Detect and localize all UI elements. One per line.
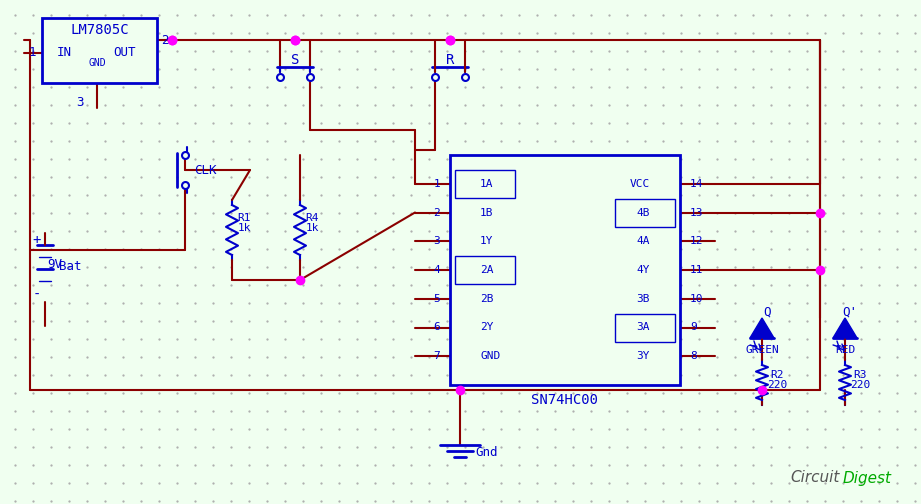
Text: Bat: Bat <box>59 261 81 274</box>
Text: GREEN: GREEN <box>745 345 779 355</box>
Text: 4B: 4B <box>636 208 650 218</box>
Text: 2: 2 <box>433 208 440 218</box>
Text: 14: 14 <box>690 179 704 189</box>
Text: 8: 8 <box>690 351 697 361</box>
Text: R4: R4 <box>305 213 319 223</box>
Text: Digest: Digest <box>843 471 892 485</box>
Bar <box>615 313 675 342</box>
Text: 12: 12 <box>690 236 704 246</box>
Text: 3: 3 <box>76 96 84 109</box>
Text: 3: 3 <box>433 236 440 246</box>
Text: 2: 2 <box>161 33 169 46</box>
Text: GND: GND <box>88 58 106 68</box>
Text: 1A: 1A <box>480 179 494 189</box>
Bar <box>450 155 680 385</box>
Text: 11: 11 <box>690 265 704 275</box>
Text: VCC: VCC <box>630 179 650 189</box>
Text: 4: 4 <box>433 265 440 275</box>
Text: -: - <box>33 288 41 302</box>
Text: 10: 10 <box>690 294 704 304</box>
Text: Q: Q <box>764 305 771 319</box>
Text: 3A: 3A <box>636 323 650 333</box>
Text: LM7805C: LM7805C <box>70 23 129 37</box>
Text: Circuit: Circuit <box>790 471 839 485</box>
Text: RED: RED <box>834 345 855 355</box>
Text: Gnd: Gnd <box>475 447 497 460</box>
Text: 220: 220 <box>850 380 870 390</box>
Text: 4Y: 4Y <box>636 265 650 275</box>
Text: R1: R1 <box>238 213 251 223</box>
Text: CLK: CLK <box>193 163 216 176</box>
Text: 9: 9 <box>690 323 697 333</box>
Text: 1: 1 <box>433 179 440 189</box>
Text: OUT: OUT <box>112 46 135 59</box>
Text: IN: IN <box>56 46 72 59</box>
Text: 1: 1 <box>29 46 36 59</box>
Text: 4A: 4A <box>636 236 650 246</box>
Text: 9V: 9V <box>48 259 63 272</box>
Text: 1k: 1k <box>305 223 319 233</box>
Text: Q': Q' <box>843 305 857 319</box>
Text: 1k: 1k <box>238 223 251 233</box>
Text: 220: 220 <box>767 380 787 390</box>
Text: 2Y: 2Y <box>480 323 494 333</box>
Text: +: + <box>33 233 41 247</box>
Text: 1Y: 1Y <box>480 236 494 246</box>
Text: GND: GND <box>480 351 500 361</box>
Text: S: S <box>291 53 299 67</box>
Bar <box>615 199 675 226</box>
Bar <box>42 18 157 83</box>
Bar <box>455 170 515 198</box>
Text: R: R <box>446 53 454 67</box>
Text: 3B: 3B <box>636 294 650 304</box>
Text: 13: 13 <box>690 208 704 218</box>
Text: R2: R2 <box>770 370 784 380</box>
Text: 6: 6 <box>433 323 440 333</box>
Bar <box>455 256 515 284</box>
Text: R3: R3 <box>853 370 867 380</box>
Text: 3Y: 3Y <box>636 351 650 361</box>
Text: 7: 7 <box>433 351 440 361</box>
Text: 5: 5 <box>433 294 440 304</box>
Polygon shape <box>750 318 774 338</box>
Text: 1B: 1B <box>480 208 494 218</box>
Text: SN74HC00: SN74HC00 <box>531 393 599 407</box>
Text: 2A: 2A <box>480 265 494 275</box>
Polygon shape <box>833 318 857 338</box>
Text: 2B: 2B <box>480 294 494 304</box>
